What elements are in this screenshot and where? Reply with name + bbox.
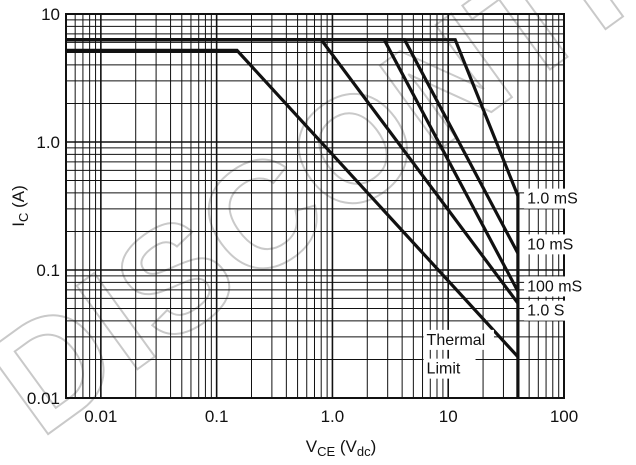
x-tick-label: 1.0	[321, 407, 345, 426]
annotation-bg	[423, 329, 494, 350]
y-tick-label: 0.01	[27, 389, 60, 408]
annotation-bg	[524, 276, 586, 297]
curves	[66, 38, 520, 398]
x-tick-label: 0.1	[205, 407, 229, 426]
annotation-label: 10 mS	[527, 236, 573, 253]
x-tick-label: 10	[439, 407, 458, 426]
y-tick-label: 0.1	[36, 261, 60, 280]
x-axis-title: VCE (Vdc)	[306, 437, 377, 459]
y-axis-title: IC (A)	[9, 185, 31, 227]
annotation-bg	[524, 234, 577, 255]
curve-1-0-s	[66, 38, 520, 305]
y-tick-label: 1.0	[36, 133, 60, 152]
curve-thermal-limit	[66, 48, 520, 358]
annotation-bg	[524, 188, 586, 209]
annotation-label: 1.0 mS	[527, 191, 578, 208]
y-tick-label: 10	[41, 5, 60, 24]
annotation-label: 100 mS	[527, 278, 582, 295]
axis-titles: VCE (Vdc) IC (A)	[9, 185, 376, 459]
annotation-label: Thermal	[427, 332, 486, 349]
annotation-bg	[524, 300, 577, 321]
annotations: 1.0 mS 10 mS 100 mS 1.0 S Thermal Limit	[423, 188, 586, 379]
annotation-bg	[423, 358, 476, 379]
tick-labels: 0.01 0.1 1.0 10 100 0.01 0.1 1.0 10	[27, 5, 578, 426]
x-tick-label: 100	[550, 407, 578, 426]
annotation-label: Limit	[427, 361, 461, 378]
annotation-label: 1.0 S	[527, 303, 564, 320]
x-tick-label: 0.01	[84, 407, 117, 426]
